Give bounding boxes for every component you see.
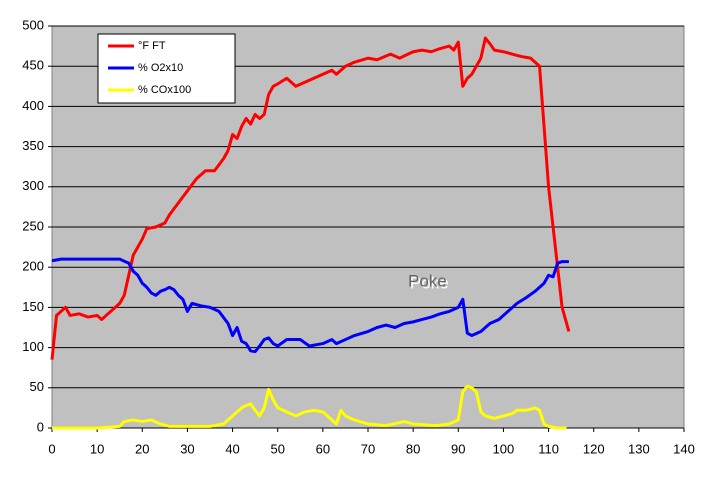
legend-items: °F FT % O2x10 % COx100 [108,40,191,96]
y-tick-label: 50 [30,379,44,394]
x-tick-label: 20 [135,441,149,456]
annotation-shadow: Poke [410,273,449,292]
lines [50,36,571,430]
x-tick-label: 50 [270,441,284,456]
y-tick-label: 400 [22,98,44,113]
series-line [51,257,569,354]
legend-label: % O2x10 [138,62,183,74]
y-tick-label: 250 [22,218,44,233]
x-tick-label: 40 [225,441,239,456]
annotation: Poke [408,271,447,290]
x-tick-label: 110 [538,441,559,456]
y-tick-label: 200 [22,259,44,274]
x-tick-label: 10 [90,441,104,456]
series-line [52,384,567,430]
y-tick-label: 150 [22,299,44,314]
y-tick-label: 500 [22,17,44,32]
x-tick-label: 100 [493,441,515,456]
series-line [50,36,571,360]
x-tick-label: 30 [180,441,194,456]
x-tick-label: 140 [673,441,695,456]
x-tick-label: 90 [451,441,465,456]
y-tick-label: 450 [22,58,44,73]
x-tick-label: 120 [583,441,605,456]
x-tick-label: 0 [48,441,55,456]
y-tick-label: 0 [37,419,44,434]
x-tick-label: 80 [406,441,420,456]
grid: 0 50 100 150 200 250 300 350 400 450 500 0 10 20 30 40 5… [22,17,695,456]
y-tick-label: 100 [22,339,44,354]
legend-label: °F FT [138,40,166,52]
legend-label: % COx100 [138,84,191,96]
y-tick-label: 350 [22,138,44,153]
x-tick-label: 70 [361,441,375,456]
y-tick-label: 300 [22,178,44,193]
x-tick-label: 60 [316,441,330,456]
x-tick-label: 130 [628,441,650,456]
